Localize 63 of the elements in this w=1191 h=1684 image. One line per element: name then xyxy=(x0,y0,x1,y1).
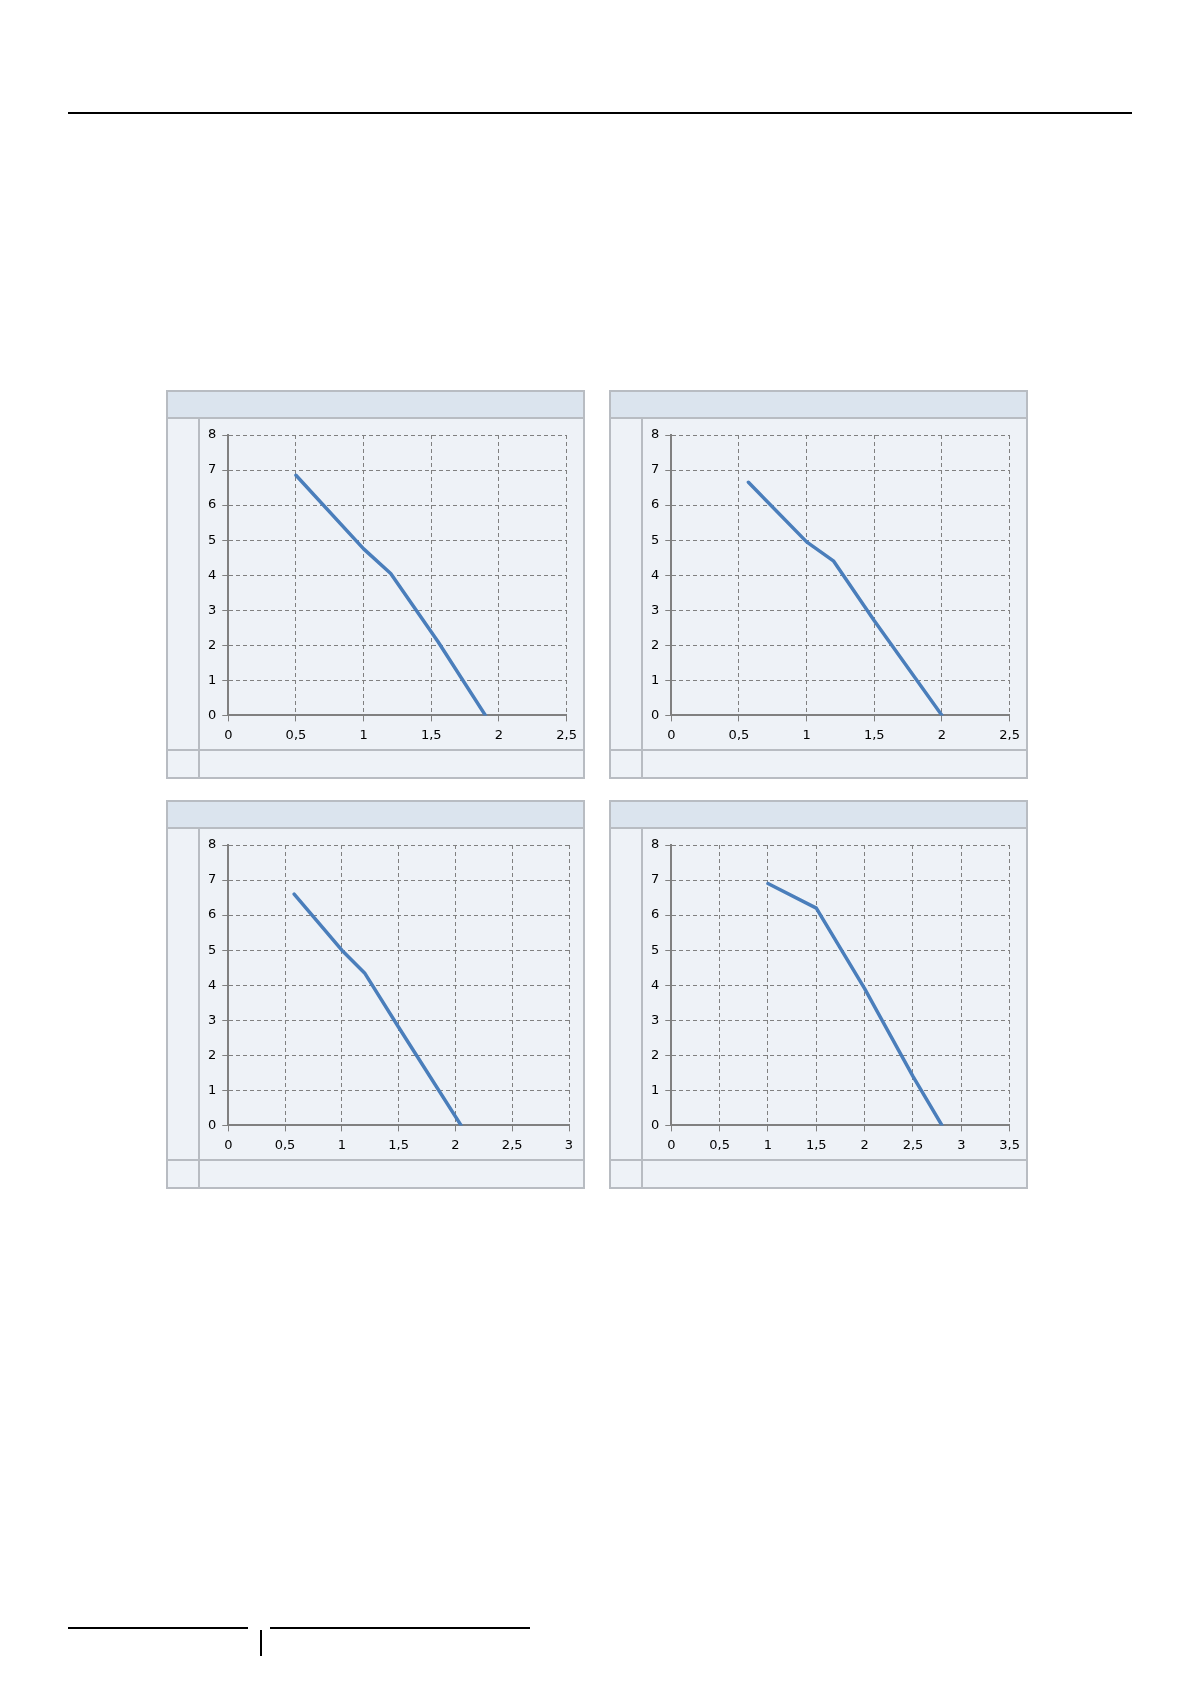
x-tick-label: 0 xyxy=(224,1136,233,1152)
y-tick-label: 6 xyxy=(207,496,217,512)
x-tick-label: 2 xyxy=(860,1136,869,1152)
y-tick-label: 4 xyxy=(207,976,217,992)
x-tick-label: 1,5 xyxy=(863,726,885,742)
x-tick-label: 1,5 xyxy=(388,1136,409,1152)
x-tick-label: 0,5 xyxy=(285,726,307,742)
x-tick-label: 0,5 xyxy=(709,1136,730,1152)
y-tick-label: 0 xyxy=(207,1116,217,1132)
y-tick-label: 8 xyxy=(650,426,660,442)
y-tick-label: 6 xyxy=(650,906,660,922)
y-tick-label: 7 xyxy=(207,461,217,477)
x-tick-label: 0,5 xyxy=(274,1136,296,1152)
y-tick-label: 6 xyxy=(207,906,217,922)
y-tick-label: 1 xyxy=(207,671,217,687)
x-tick-label: 0 xyxy=(224,726,233,742)
y-tick-label: 1 xyxy=(650,671,660,687)
y-tick-label: 7 xyxy=(650,461,660,477)
y-tick-label: 2 xyxy=(650,1046,660,1062)
y-tick-label: 8 xyxy=(207,426,217,442)
y-tick-label: 8 xyxy=(207,836,217,852)
x-tick-label: 2 xyxy=(494,726,504,742)
x-tick-label: 2,5 xyxy=(501,1136,523,1152)
y-tick-label: 3 xyxy=(650,1011,660,1027)
y-tick-label: 2 xyxy=(207,636,217,652)
x-tick-label: 0 xyxy=(667,726,676,742)
y-tick-label: 4 xyxy=(650,566,660,582)
y-tick-label: 5 xyxy=(207,531,217,547)
y-tick-label: 5 xyxy=(650,941,660,957)
y-tick-label: 2 xyxy=(207,1046,217,1062)
y-tick-label: 4 xyxy=(650,976,660,992)
x-tick-label: 2 xyxy=(937,726,947,742)
x-tick-label: 2,5 xyxy=(902,1136,924,1152)
y-tick-label: 3 xyxy=(207,601,217,617)
x-tick-label: 0,5 xyxy=(728,726,750,742)
y-tick-label: 3 xyxy=(650,601,660,617)
x-tick-label: 1 xyxy=(359,726,368,742)
x-tick-label: 1,5 xyxy=(805,1136,827,1152)
y-tick-label: 7 xyxy=(650,871,660,887)
y-tick-label: 5 xyxy=(207,941,217,957)
x-tick-label: 3 xyxy=(957,1136,966,1152)
y-tick-label: 5 xyxy=(650,531,660,547)
y-tick-label: 0 xyxy=(650,1116,660,1132)
y-tick-label: 1 xyxy=(207,1081,217,1097)
x-tick-label: 1 xyxy=(337,1136,346,1152)
x-tick-label: 2 xyxy=(451,1136,460,1152)
x-tick-label: 1 xyxy=(763,1136,773,1152)
y-tick-label: 2 xyxy=(650,636,660,652)
x-tick-label: 1,5 xyxy=(420,726,442,742)
y-tick-label: 7 xyxy=(207,871,217,887)
y-tick-label: 0 xyxy=(650,706,660,722)
x-tick-label: 1 xyxy=(802,726,811,742)
x-tick-label: 0 xyxy=(667,1136,676,1152)
x-tick-label: 3,5 xyxy=(999,1136,1021,1152)
x-tick-label: 2,5 xyxy=(999,726,1021,742)
y-tick-label: 3 xyxy=(207,1011,217,1027)
y-tick-label: 4 xyxy=(207,566,217,582)
x-tick-label: 2,5 xyxy=(556,726,578,742)
x-tick-label: 3 xyxy=(564,1136,574,1152)
y-tick-label: 1 xyxy=(650,1081,660,1097)
y-tick-label: 8 xyxy=(650,836,660,852)
y-tick-label: 0 xyxy=(207,706,217,722)
y-tick-label: 6 xyxy=(650,496,660,512)
